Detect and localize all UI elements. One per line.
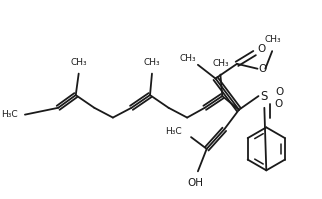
Text: O: O xyxy=(276,87,284,97)
Text: O: O xyxy=(274,99,282,109)
Text: OH: OH xyxy=(187,178,203,188)
Text: H₃C: H₃C xyxy=(165,127,181,136)
Text: H₃C: H₃C xyxy=(2,110,18,119)
Text: CH₃: CH₃ xyxy=(212,59,229,68)
Text: O: O xyxy=(257,44,266,54)
Text: CH₃: CH₃ xyxy=(265,35,281,44)
Text: CH₃: CH₃ xyxy=(180,55,196,63)
Text: S: S xyxy=(261,90,268,102)
Text: CH₃: CH₃ xyxy=(71,58,87,67)
Text: O: O xyxy=(258,64,267,74)
Text: CH₃: CH₃ xyxy=(144,58,160,67)
